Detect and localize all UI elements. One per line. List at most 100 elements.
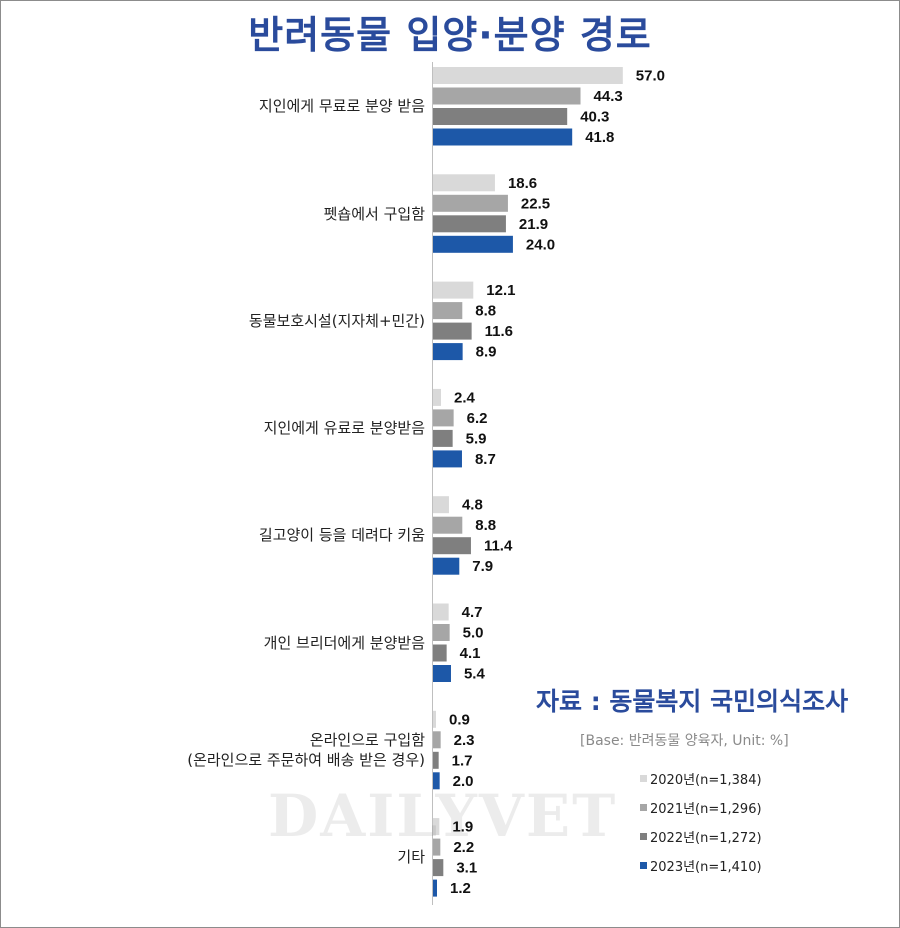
- bar-8-1: [433, 818, 440, 836]
- legend-label: 2023년(n=1,410): [650, 860, 762, 875]
- category-label-line: 개인 브리더에게 분양받음: [263, 633, 425, 652]
- legend-label: 2020년(n=1,384): [650, 773, 762, 788]
- bar-8-2: [433, 838, 441, 856]
- value-label-6-3: 4.1: [460, 645, 481, 662]
- bar-6-3: [433, 644, 447, 662]
- bar-1-3: [433, 108, 568, 125]
- value-label-1-3: 40.3: [580, 109, 609, 126]
- value-label-1-2: 44.3: [594, 88, 623, 105]
- bar-3-3: [433, 322, 472, 340]
- bar-5-1: [433, 496, 449, 514]
- bars: [433, 67, 623, 897]
- source-note: 자료 : 동물복지 국민의식조사: [536, 687, 849, 716]
- legend-item-3: 2022년(n=1,272): [640, 822, 762, 851]
- value-label-7-3: 1.7: [452, 752, 473, 769]
- bar-3-4: [433, 343, 463, 361]
- value-label-4-4: 8.7: [475, 451, 496, 468]
- legend-label: 2022년(n=1,272): [650, 831, 762, 846]
- legend-item-1: 2020년(n=1,384): [640, 764, 762, 793]
- value-label-3-4: 8.9: [476, 344, 497, 361]
- watermark: DAILYVET: [268, 782, 618, 850]
- value-label-8-1: 1.9: [452, 819, 473, 836]
- legend-item-4: 2023년(n=1,410): [640, 851, 762, 880]
- legend-swatch: [640, 775, 647, 782]
- bar-2-2: [433, 194, 508, 212]
- value-label-3-2: 8.8: [475, 303, 496, 320]
- bar-3-2: [433, 302, 463, 320]
- value-label-7-4: 2.0: [453, 773, 474, 790]
- bar-1-4: [433, 128, 573, 146]
- legend: 2020년(n=1,384) 2021년(n=1,296) 2022년(n=1,27…: [640, 764, 762, 880]
- legend-swatch: [640, 804, 647, 811]
- category-label-1: 지인에게 무료로 분양 받음: [259, 96, 425, 116]
- category-label-line: 기타: [397, 848, 425, 867]
- category-label-6: 개인 브리더에게 분양받음: [264, 633, 425, 653]
- bar-4-4: [433, 450, 462, 468]
- value-label-1-4: 41.8: [585, 129, 614, 146]
- value-labels: 57.0 44.3 40.3 41.8 18.6 22.5 21.9 24.0 12.1 8.8 1…: [449, 68, 665, 898]
- bar-8-3: [433, 859, 444, 877]
- bar-7-1: [433, 710, 436, 728]
- bar-2-1: [433, 174, 495, 192]
- chart-title: 반려동물 입양·분양 경로: [248, 13, 652, 57]
- category-label-2: 펫숍에서 구입함: [324, 204, 425, 224]
- category-label-8: 기타: [397, 847, 425, 867]
- legend-swatch: [640, 862, 647, 869]
- bar-6-4: [433, 665, 451, 682]
- value-label-7-2: 2.3: [454, 732, 475, 749]
- value-label-3-3: 11.6: [485, 323, 513, 340]
- value-label-2-2: 22.5: [521, 195, 550, 212]
- value-label-3-1: 12.1: [486, 282, 515, 299]
- bar-4-1: [433, 388, 441, 406]
- value-label-2-1: 18.6: [508, 175, 537, 192]
- value-label-2-3: 21.9: [519, 216, 548, 233]
- bar-6-2: [433, 624, 450, 641]
- category-label-4: 지인에게 유료로 분양받음: [264, 418, 425, 438]
- category-label-7: 온라인으로 구입함 (온라인으로 주문하여 배송 받은 경우): [187, 730, 425, 770]
- bar-5-4: [433, 557, 460, 575]
- bar-4-3: [433, 429, 453, 447]
- value-label-4-2: 6.2: [467, 410, 488, 427]
- bar-1-1: [433, 67, 623, 84]
- category-label-3: 동물보호시설(지자체+민간): [249, 311, 425, 331]
- category-label-5: 길고양이 등을 데려다 키움: [259, 525, 425, 545]
- value-label-4-3: 5.9: [466, 430, 487, 447]
- value-label-1-1: 57.0: [636, 68, 665, 85]
- bar-5-3: [433, 537, 471, 555]
- value-label-2-4: 24.0: [526, 236, 555, 253]
- value-label-5-4: 7.9: [472, 558, 493, 575]
- bar-3-1: [433, 281, 474, 299]
- bar-4-2: [433, 409, 454, 427]
- value-label-5-2: 8.8: [475, 517, 496, 534]
- bar-7-2: [433, 731, 441, 749]
- bar-5-2: [433, 516, 463, 534]
- value-label-4-1: 2.4: [454, 389, 476, 406]
- category-label-line: 지인에게 유료로 분양받음: [263, 419, 425, 438]
- value-label-6-1: 4.7: [462, 604, 483, 621]
- bar-7-3: [433, 751, 439, 769]
- value-label-6-4: 5.4: [464, 666, 486, 683]
- legend-swatch: [640, 833, 647, 840]
- value-label-5-1: 4.8: [462, 497, 483, 514]
- category-label-line: (온라인으로 주문하여 배송 받은 경우): [187, 751, 425, 770]
- category-label-line: 지인에게 무료로 분양 받음: [258, 97, 425, 116]
- bar-2-3: [433, 215, 506, 233]
- bar-8-4: [433, 879, 437, 897]
- bar-1-2: [433, 87, 581, 105]
- bar-6-1: [433, 603, 449, 621]
- category-label-line: 동물보호시설(지자체+민간): [248, 311, 425, 330]
- value-label-7-1: 0.9: [449, 711, 470, 728]
- category-label-line: 길고양이 등을 데려다 키움: [258, 526, 425, 545]
- bar-7-4: [433, 772, 440, 790]
- value-label-8-3: 3.1: [456, 860, 477, 877]
- legend-label: 2021년(n=1,296): [650, 802, 762, 817]
- base-note: [Base: 반려동물 양육자, Unit: %]: [580, 733, 789, 749]
- value-label-8-2: 2.2: [453, 839, 474, 856]
- value-label-6-2: 5.0: [463, 625, 484, 642]
- legend-item-2: 2021년(n=1,296): [640, 793, 762, 822]
- bar-2-4: [433, 235, 513, 253]
- category-label-line: 펫숍에서 구입함: [323, 204, 425, 223]
- value-label-8-4: 1.2: [450, 880, 471, 897]
- category-label-line: 온라인으로 구입함: [309, 731, 425, 750]
